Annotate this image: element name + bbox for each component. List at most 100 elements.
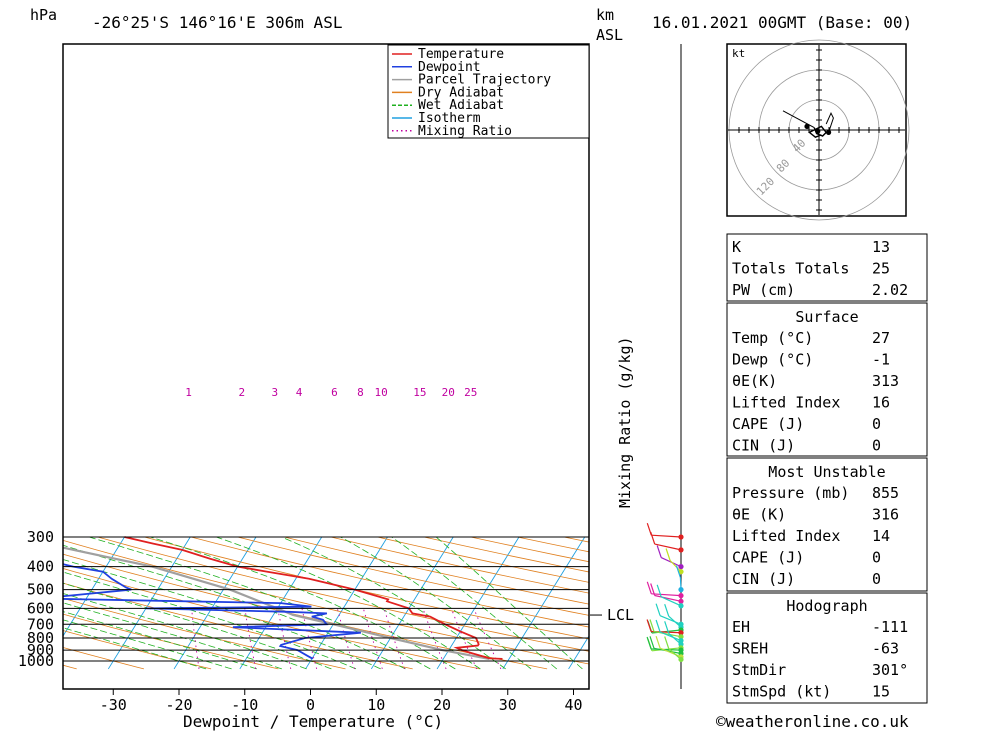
- index-label: θE(K): [732, 372, 777, 390]
- mixing-ratio-label: 1: [185, 386, 192, 399]
- index-value: 301°: [872, 661, 908, 679]
- index-value: 313: [872, 372, 899, 390]
- wind-barb-feather: [656, 636, 660, 648]
- index-value: -111: [872, 618, 908, 636]
- wind-barb: [660, 616, 681, 625]
- index-value: 25: [872, 260, 890, 278]
- wind-profile-column: [647, 44, 684, 689]
- pressure-tick-label: 400: [27, 558, 54, 576]
- index-label: StmDir: [732, 661, 786, 679]
- asl-unit-label: ASL: [596, 26, 623, 44]
- hodograph-point: [826, 130, 831, 135]
- index-section-title: Most Unstable: [768, 463, 885, 481]
- index-value: 13: [872, 238, 890, 256]
- wind-barb-feather: [665, 604, 669, 616]
- pressure-tick-label: 300: [27, 528, 54, 546]
- mixing-ratio-label: 20: [442, 386, 455, 399]
- index-value: 27: [872, 329, 890, 347]
- wind-barb-feather: [657, 585, 661, 597]
- index-value: 0: [872, 549, 881, 567]
- temperature-tick-label: 30: [499, 696, 517, 714]
- copyright-credit: ©weatheronline.co.uk: [716, 712, 909, 731]
- index-label: SREH: [732, 640, 768, 658]
- index-label: EH: [732, 618, 750, 636]
- location-title: -26°25'S 146°16'E 306m ASL: [92, 13, 342, 32]
- pressure-tick-label: 500: [27, 581, 54, 599]
- wind-barb-feather: [656, 604, 660, 616]
- wind-barb: [651, 535, 681, 537]
- index-value: 16: [872, 394, 890, 412]
- wind-barb-feather: [651, 532, 655, 544]
- hodograph-point: [804, 124, 809, 129]
- hpa-unit-label: hPa: [30, 6, 57, 24]
- date-title: 16.01.2021 00GMT (Base: 00): [652, 13, 912, 32]
- sounding-profiles: [0, 537, 503, 659]
- index-label: Pressure (mb): [732, 484, 849, 502]
- index-label: K: [732, 238, 741, 256]
- index-value: 316: [872, 506, 899, 524]
- mixing-ratio-label: 2: [238, 386, 245, 399]
- wind-barb-feather: [666, 549, 670, 561]
- index-value: 15: [872, 683, 890, 701]
- index-value: 0: [872, 570, 881, 588]
- mixing-ratio-label: 6: [331, 386, 338, 399]
- pressure-tick-label: 1000: [18, 652, 54, 670]
- dry-adiabat-line: [937, 537, 1000, 669]
- mixing-ratio-label: 4: [296, 386, 303, 399]
- isotherm-line: [43, 537, 125, 669]
- index-label: CIN (J): [732, 570, 795, 588]
- temperature-tick-label: 40: [564, 696, 582, 714]
- wind-barb-feather: [656, 620, 660, 632]
- lcl-label: LCL: [607, 606, 634, 624]
- index-label: PW (cm): [732, 281, 795, 299]
- plot-frame: [63, 44, 589, 689]
- wind-level-dot: [678, 534, 683, 539]
- hodograph-unit-label: kt: [732, 47, 745, 60]
- parcel-trajectory-line: [13, 537, 490, 659]
- index-section-title: Surface: [795, 308, 858, 326]
- index-label: θE (K): [732, 506, 786, 524]
- index-section-title: Hodograph: [786, 597, 867, 615]
- index-value: -63: [872, 640, 899, 658]
- indices-table: K 13 Totals Totals 25 PW (cm) 2.02 Surface Temp…: [727, 234, 927, 703]
- mixing-ratio-label: 25: [464, 386, 477, 399]
- temperature-tick-label: -30: [100, 696, 127, 714]
- dry-adiabat-line: [984, 537, 1000, 669]
- mixing-ratio-label: 8: [357, 386, 364, 399]
- x-axis-title: Dewpoint / Temperature (°C): [183, 712, 443, 731]
- dewpoint-line: [0, 537, 361, 659]
- index-label: Dewp (°C): [732, 351, 813, 369]
- wind-level-dot: [678, 657, 683, 662]
- mixing-ratio-label: 3: [271, 386, 278, 399]
- index-value: 0: [872, 437, 881, 455]
- km-unit-label: km: [596, 6, 614, 24]
- lcl-marker: LCL: [590, 606, 634, 624]
- wind-level-dot: [678, 587, 683, 592]
- wind-barb-feather: [657, 546, 661, 558]
- index-label: Lifted Index: [732, 394, 840, 412]
- index-label: Totals Totals: [732, 260, 849, 278]
- index-value: 0: [872, 415, 881, 433]
- isotherm-line: [569, 537, 651, 669]
- wind-barb-feather: [665, 637, 669, 649]
- mixing-ratio-line: [474, 608, 501, 669]
- index-value: -1: [872, 351, 890, 369]
- y-axis-right-title: Mixing Ratio (g/kg): [616, 336, 634, 508]
- index-label: CAPE (J): [732, 415, 804, 433]
- wind-level-dot: [678, 599, 683, 604]
- index-label: Temp (°C): [732, 329, 813, 347]
- wind-level-dot: [678, 564, 683, 569]
- index-label: StmSpd (kt): [732, 683, 831, 701]
- index-value: 2.02: [872, 281, 908, 299]
- index-label: CIN (J): [732, 437, 795, 455]
- mixing-ratio-label: 15: [413, 386, 426, 399]
- index-label: CAPE (J): [732, 549, 804, 567]
- legend-entry: Mixing Ratio: [418, 124, 512, 139]
- wind-level-dot: [678, 603, 683, 608]
